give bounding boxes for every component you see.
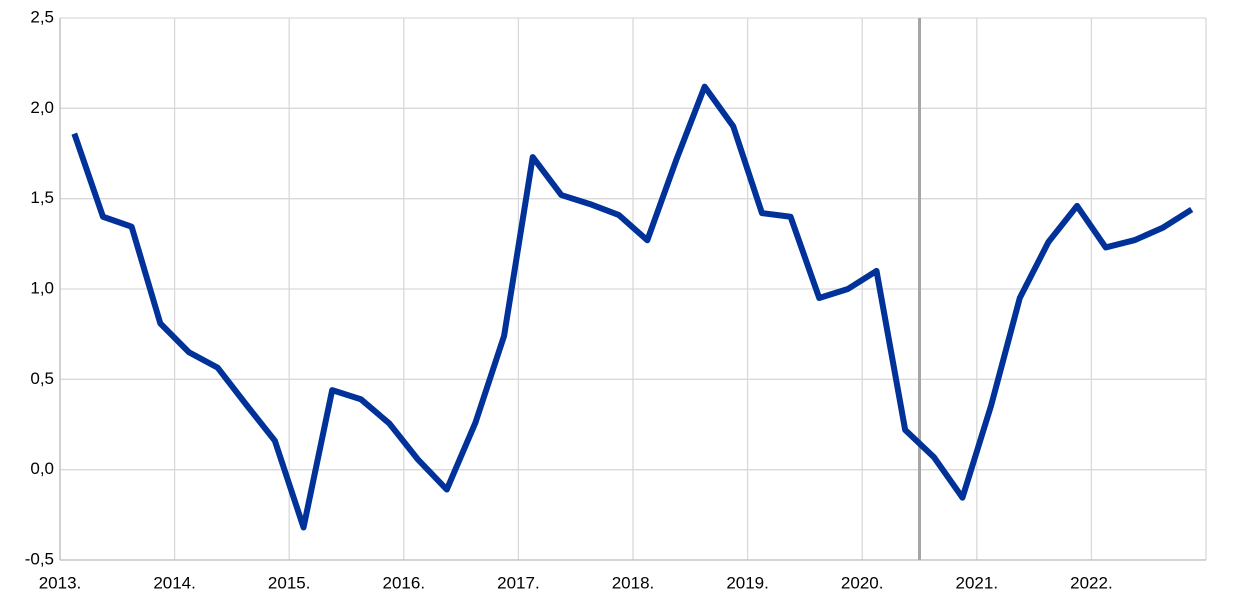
x-tick-label: 2015. (268, 573, 311, 592)
x-tick-label: 2019. (726, 573, 769, 592)
y-tick-label: 1,0 (30, 278, 54, 297)
x-tick-label: 2014. (153, 573, 196, 592)
x-tick-label: 2020. (841, 573, 884, 592)
x-tick-label: 2018. (612, 573, 655, 592)
x-tick-label: 2013. (39, 573, 82, 592)
y-tick-label: -0,5 (25, 549, 54, 568)
x-tick-label: 2016. (383, 573, 426, 592)
line-series (71, 83, 1194, 531)
y-tick-label: 0,0 (30, 459, 54, 478)
y-tick-label: 0,5 (30, 369, 54, 388)
y-tick-label: 1,5 (30, 188, 54, 207)
x-tick-label: 2017. (497, 573, 540, 592)
y-tick-label: 2,5 (30, 7, 54, 26)
x-tick-label: 2022. (1070, 573, 1113, 592)
y-tick-label: 2,0 (30, 98, 54, 117)
x-tick-label: 2021. (956, 573, 999, 592)
